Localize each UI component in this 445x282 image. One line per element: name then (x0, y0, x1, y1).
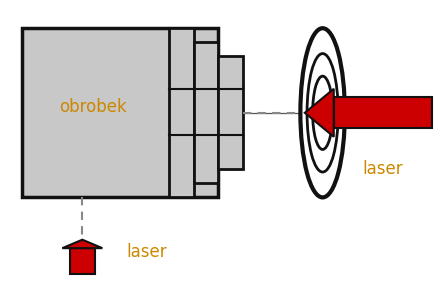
Polygon shape (305, 89, 334, 137)
Text: obrobek: obrobek (60, 98, 127, 116)
Ellipse shape (307, 54, 338, 172)
Bar (194, 42, 218, 183)
Text: laser: laser (362, 160, 403, 178)
Bar (169, 28, 194, 197)
Bar (218, 56, 243, 169)
Bar (70, 248, 95, 274)
Bar (22, 28, 218, 197)
Polygon shape (62, 240, 102, 248)
Bar (334, 97, 432, 128)
Text: laser: laser (127, 243, 167, 261)
Ellipse shape (300, 28, 345, 197)
Ellipse shape (312, 76, 332, 149)
